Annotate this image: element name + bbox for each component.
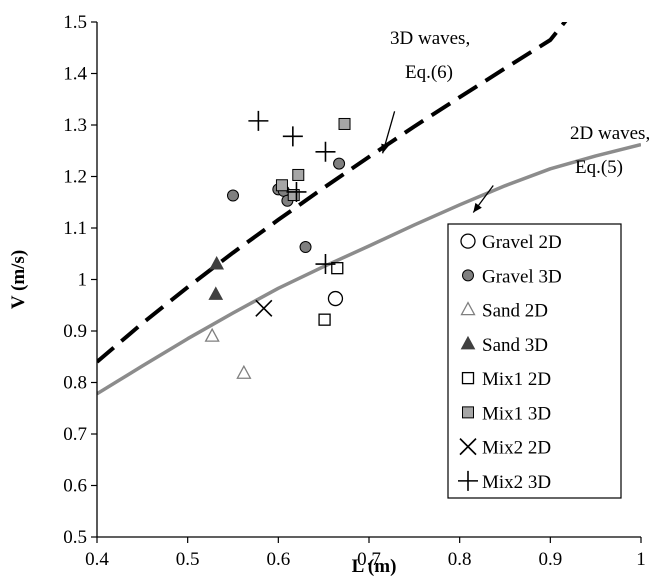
x-tick-label: 0.4	[85, 549, 109, 570]
data-point-mix2-3d	[315, 141, 336, 162]
annotation-3d-waves: 3D waves, Eq.(6)	[390, 28, 470, 83]
annotation-line: Eq.(5)	[575, 157, 623, 178]
axes: 0.4 0.5 0.6 0.7 0.8 0.9 10.50.60.70.80.911.11.…	[8, 12, 646, 577]
legend-label-mix1-3d: Mix1 3D	[482, 403, 551, 424]
annotation-2d-waves: 2D waves, Eq.(5)	[570, 123, 650, 178]
data-points	[204, 110, 351, 379]
x-tick-label: 1	[636, 549, 646, 570]
y-tick-label: 0.5	[63, 527, 87, 548]
data-point-mix1-3d	[287, 189, 300, 202]
data-point-gravel-3d	[299, 241, 312, 254]
legend-marker-gravel-2d	[460, 233, 476, 249]
legend-marker-mix1-3d	[462, 406, 474, 419]
data-point-mix1-2d	[318, 313, 331, 326]
y-tick-label: 1.5	[63, 12, 87, 33]
legend-label-sand-3d: Sand 3D	[482, 335, 548, 356]
annotation-line: 2D waves,	[570, 123, 650, 144]
data-point-mix2-3d	[315, 254, 336, 275]
y-tick-label: 0.6	[63, 476, 87, 497]
data-point-sand-2d	[236, 364, 252, 379]
x-tick-label: 0.5	[176, 549, 200, 570]
data-point-mix1-3d	[275, 179, 288, 192]
data-point-gravel-2d	[327, 290, 344, 307]
x-axis-label: L (m)	[352, 556, 397, 577]
legend-label-mix2-3d: Mix2 3D	[482, 472, 551, 493]
y-tick-label: 1.1	[63, 218, 87, 239]
y-tick-label: 0.9	[63, 321, 87, 342]
y-tick-label: 1.2	[63, 167, 87, 188]
legend: Gravel 2D Gravel 3D Sand 2D Sand 3D Mix1 2D M…	[447, 223, 622, 499]
data-point-gravel-3d	[227, 189, 239, 202]
annotation-arrowhead	[473, 202, 482, 213]
x-tick-label: 0.7	[357, 549, 381, 570]
y-tick-label: 1	[78, 270, 88, 291]
data-point-mix1-2d	[331, 262, 344, 275]
y-tick-label: 1.4	[63, 64, 87, 85]
data-point-mix1-3d	[292, 168, 305, 181]
annotations: 3D waves, Eq.(6) 2D waves, Eq.(5)	[381, 28, 650, 213]
annotation-arrowhead	[381, 143, 389, 154]
legend-marker-mix2-3d	[458, 470, 478, 491]
data-point-mix1-3d	[338, 117, 351, 130]
legend-marker-mix2-2d	[459, 438, 477, 456]
legend-label-gravel-3d: Gravel 3D	[482, 266, 562, 287]
data-point-sand-3d	[209, 256, 225, 270]
annotation-line: Eq.(6)	[405, 62, 453, 83]
legend-label-mix1-2d: Mix1 2D	[482, 369, 551, 390]
legend-label-gravel-2d: Gravel 2D	[482, 232, 562, 253]
y-axis-label: V (m/s)	[8, 250, 29, 309]
legend-marker-mix1-2d	[461, 371, 475, 385]
y-tick-label: 0.8	[63, 373, 87, 394]
curve-2d-waves	[97, 142, 641, 396]
curve-3d-waves	[97, 22, 568, 364]
legend-marker-gravel-3d	[462, 269, 474, 282]
data-point-gravel-3d	[333, 157, 346, 170]
data-point-sand-3d	[208, 286, 224, 300]
x-tick-label: 0.8	[448, 549, 472, 570]
legend-marker-sand-2d	[460, 301, 476, 316]
data-point-mix2-3d	[248, 110, 269, 131]
data-point-sand-2d	[204, 327, 220, 342]
curves	[97, 22, 641, 396]
legend-label-sand-2d: Sand 2D	[482, 301, 548, 322]
x-tick-label: 0.6	[266, 549, 290, 570]
legend-box	[447, 223, 622, 499]
y-tick-label: 1.3	[63, 115, 87, 136]
data-point-mix2-3d	[282, 126, 303, 147]
data-point-mix2-2d	[255, 299, 273, 317]
x-tick-label: 0.9	[538, 549, 562, 570]
y-tick-label: 0.7	[63, 424, 87, 445]
annotation-line: 3D waves,	[390, 28, 470, 49]
data-point-mix2-3d	[286, 181, 307, 202]
legend-marker-sand-3d	[460, 335, 476, 350]
legend-label-mix2-2d: Mix2 2D	[482, 438, 551, 459]
